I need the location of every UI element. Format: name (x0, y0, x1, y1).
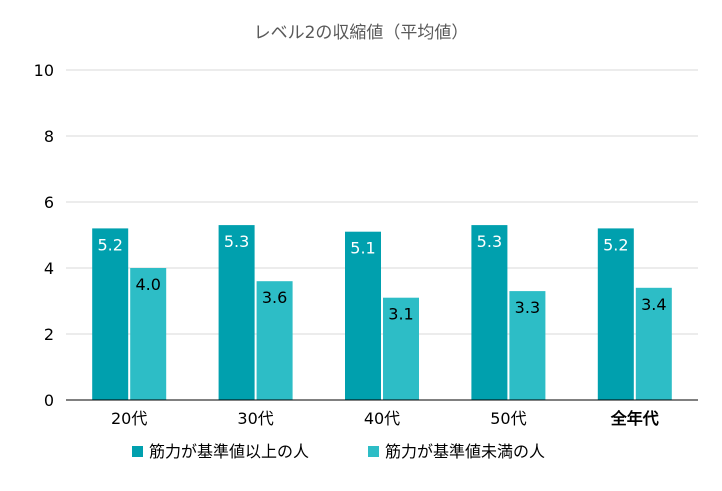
x-category-label: 40代 (364, 409, 400, 428)
bar-series1-2 (345, 231, 381, 400)
bar-series2-1 (256, 281, 293, 400)
x-category-label: 20代 (111, 409, 147, 428)
bar-series2-3 (509, 291, 546, 400)
y-tick-label: 4 (44, 259, 54, 278)
data-label: 3.3 (515, 298, 540, 317)
data-label: 5.1 (350, 239, 375, 258)
bars (92, 225, 672, 400)
bar-series1-0 (92, 228, 129, 400)
bar-series1-4 (597, 228, 634, 400)
bar-series1-3 (471, 225, 508, 400)
data-label: 3.1 (388, 305, 413, 324)
bar-series2-4 (635, 287, 672, 400)
y-tick-label: 0 (44, 391, 54, 410)
data-label: 3.6 (262, 288, 287, 307)
x-category-label: 50代 (490, 409, 526, 428)
chart-title: レベル2の収縮値（平均値） (254, 23, 469, 43)
gridlines (66, 69, 698, 335)
y-tick-label: 8 (44, 127, 54, 146)
legend-label: 筋力が基準値以上の人 (149, 442, 309, 461)
bar-series2-2 (383, 297, 419, 400)
x-category-label: 30代 (237, 409, 273, 428)
data-label: 5.2 (97, 235, 122, 254)
data-label: 5.2 (603, 235, 628, 254)
y-tick-label: 6 (44, 193, 54, 212)
data-label: 3.4 (641, 295, 666, 314)
bar-series2-0 (130, 268, 167, 400)
legend: 筋力が基準値以上の人 筋力が基準値未満の人 (132, 442, 545, 461)
legend-swatch (368, 446, 379, 457)
legend-label: 筋力が基準値未満の人 (385, 442, 545, 461)
data-label: 4.0 (135, 275, 160, 294)
legend-swatch (132, 446, 143, 457)
bar-series1-1 (218, 225, 255, 400)
data-labels: 5.2 4.0 5.3 3.6 5.1 3.1 5.3 3.3 5.2 3.4 (97, 232, 666, 324)
data-label: 5.3 (224, 232, 249, 251)
x-axis-categories: 20代 30代 40代 50代 全年代 (111, 409, 659, 428)
y-tick-label: 10 (34, 61, 54, 80)
y-axis-ticks: 0 2 4 6 8 10 (34, 61, 54, 410)
y-tick-label: 2 (44, 325, 54, 344)
data-label: 5.3 (477, 232, 502, 251)
x-category-label: 全年代 (610, 409, 659, 428)
